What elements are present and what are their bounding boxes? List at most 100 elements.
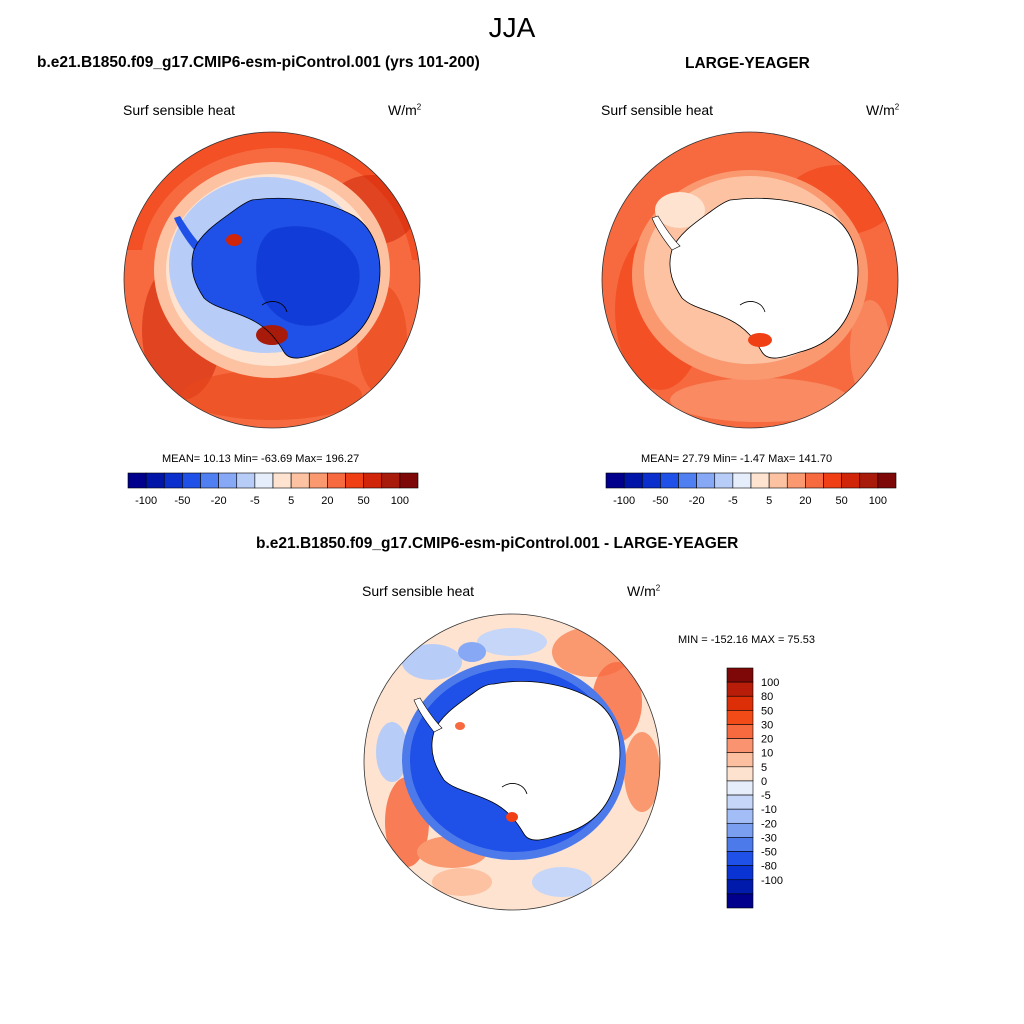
colorbar-swatch bbox=[308, 472, 328, 489]
colorbar-swatch bbox=[678, 472, 697, 489]
panel3-case-title: b.e21.B1850.f09_g17.CMIP6-esm-piControl.… bbox=[256, 535, 739, 552]
colorbar-swatch bbox=[859, 472, 879, 489]
colorbar-swatch bbox=[768, 472, 788, 489]
colorbar-tick-label: -50 bbox=[652, 495, 668, 507]
colorbar-swatch bbox=[127, 472, 147, 489]
colorbar-swatch bbox=[399, 472, 419, 489]
colorbar-swatch bbox=[254, 472, 274, 489]
panel2-polar-map bbox=[601, 131, 899, 429]
colorbar-tick-label: -20 bbox=[211, 495, 227, 507]
colorbar-tick-label: -5 bbox=[761, 790, 771, 802]
colorbar-swatch bbox=[327, 472, 346, 489]
colorbar-swatch bbox=[786, 472, 806, 489]
colorbar-swatch bbox=[726, 893, 754, 909]
colorbar-swatch bbox=[363, 472, 383, 489]
panel2-variable-label: Surf sensible heat bbox=[601, 102, 714, 118]
colorbar-swatch bbox=[182, 472, 201, 489]
colorbar-swatch bbox=[290, 472, 310, 489]
colorbar-swatch bbox=[732, 472, 752, 489]
colorbar-swatch bbox=[726, 851, 754, 866]
colorbar-tick-label: 20 bbox=[321, 495, 333, 507]
colorbar-swatch bbox=[726, 724, 754, 739]
panel1-polar-map bbox=[123, 131, 421, 429]
colorbar-tick-label: 20 bbox=[799, 495, 811, 507]
colorbar-tick-label: 100 bbox=[391, 495, 409, 507]
colorbar-tick-label: 20 bbox=[761, 734, 773, 746]
colorbar-tick-label: -50 bbox=[761, 847, 777, 859]
colorbar-tick-label: 50 bbox=[358, 495, 370, 507]
panel1-colorbar: -100 -50 -20 -5 5 20 50 100 bbox=[127, 472, 419, 507]
colorbar-swatch bbox=[726, 865, 754, 881]
panel3-stats: MIN = -152.16 MAX = 75.53 bbox=[678, 634, 815, 646]
colorbar-tick-label: 5 bbox=[288, 495, 294, 507]
colorbar-swatch bbox=[714, 472, 734, 489]
colorbar-swatch bbox=[163, 472, 183, 489]
colorbar-swatch bbox=[726, 837, 754, 852]
colorbar-tick-label: -50 bbox=[174, 495, 190, 507]
colorbar-tick-label: 5 bbox=[761, 762, 767, 774]
colorbar-swatch bbox=[726, 822, 754, 838]
panel3-antarctica-mask bbox=[431, 681, 621, 841]
colorbar-tick-label: 80 bbox=[761, 691, 773, 703]
colorbar-swatch bbox=[726, 681, 754, 697]
panel3-units-label: W/m2 bbox=[627, 583, 661, 599]
colorbar-tick-label: -100 bbox=[761, 875, 783, 887]
colorbar-swatch bbox=[805, 472, 824, 489]
colorbar-tick-label: 10 bbox=[761, 748, 773, 760]
panel2-case-title: LARGE-YEAGER bbox=[685, 55, 810, 72]
colorbar-swatch bbox=[641, 472, 661, 489]
colorbar-tick-label: -20 bbox=[689, 495, 705, 507]
colorbar-tick-label: -10 bbox=[761, 804, 777, 816]
colorbar-swatch bbox=[272, 472, 292, 489]
panel1-units-label: W/m2 bbox=[388, 102, 422, 118]
colorbar-swatch bbox=[660, 472, 679, 489]
colorbar-tick-label: -30 bbox=[761, 832, 777, 844]
panel2-colorbar: -100 -50 -20 -5 5 20 50 100 bbox=[605, 472, 897, 507]
figure-title: JJA bbox=[488, 12, 536, 43]
colorbar-swatch bbox=[381, 472, 401, 489]
colorbar-swatch bbox=[696, 472, 716, 489]
colorbar-swatch bbox=[200, 472, 219, 489]
colorbar-swatch bbox=[726, 794, 754, 810]
colorbar-swatch bbox=[750, 472, 770, 489]
panel2-units-label: W/m2 bbox=[866, 102, 900, 118]
colorbar-tick-label: 5 bbox=[766, 495, 772, 507]
colorbar-swatch bbox=[726, 879, 754, 895]
colorbar-tick-label: -100 bbox=[613, 495, 635, 507]
colorbar-tick-label: 100 bbox=[869, 495, 887, 507]
colorbar-swatch bbox=[726, 808, 754, 824]
colorbar-tick-label: -5 bbox=[728, 495, 738, 507]
colorbar-swatch bbox=[345, 472, 364, 489]
colorbar-swatch bbox=[726, 667, 754, 683]
colorbar-tick-label: -80 bbox=[761, 861, 777, 873]
colorbar-tick-label: -20 bbox=[761, 818, 777, 830]
colorbar-tick-label: -100 bbox=[135, 495, 157, 507]
panel3-variable-label: Surf sensible heat bbox=[362, 583, 475, 599]
colorbar-swatch bbox=[236, 472, 256, 489]
panel1-variable-label: Surf sensible heat bbox=[123, 102, 236, 118]
colorbar-swatch bbox=[726, 738, 754, 754]
colorbar-swatch bbox=[145, 472, 165, 489]
colorbar-tick-label: 50 bbox=[761, 705, 773, 717]
panel1-case-title: b.e21.B1850.f09_g17.CMIP6-esm-piControl.… bbox=[37, 54, 480, 71]
colorbar-tick-label: 50 bbox=[836, 495, 848, 507]
colorbar-tick-label: 100 bbox=[761, 677, 779, 689]
colorbar-swatch bbox=[726, 780, 754, 796]
colorbar-swatch bbox=[623, 472, 643, 489]
panel2-antarctica-mask bbox=[669, 197, 859, 359]
colorbar-swatch bbox=[726, 766, 754, 782]
colorbar-tick-label: 30 bbox=[761, 719, 773, 731]
colorbar-swatch bbox=[726, 752, 754, 768]
colorbar-swatch bbox=[605, 472, 625, 489]
colorbar-swatch bbox=[726, 710, 754, 725]
panel3-polar-map bbox=[363, 613, 661, 911]
colorbar-tick-label: -5 bbox=[250, 495, 260, 507]
colorbar-swatch bbox=[726, 695, 754, 711]
panel1-stats: MEAN= 10.13 Min= -63.69 Max= 196.27 bbox=[162, 453, 360, 465]
colorbar-swatch bbox=[841, 472, 861, 489]
panel2-stats: MEAN= 27.79 Min= -1.47 Max= 141.70 bbox=[641, 453, 833, 465]
colorbar-tick-label: 0 bbox=[761, 776, 767, 788]
colorbar-swatch bbox=[218, 472, 238, 489]
colorbar-swatch bbox=[823, 472, 842, 489]
